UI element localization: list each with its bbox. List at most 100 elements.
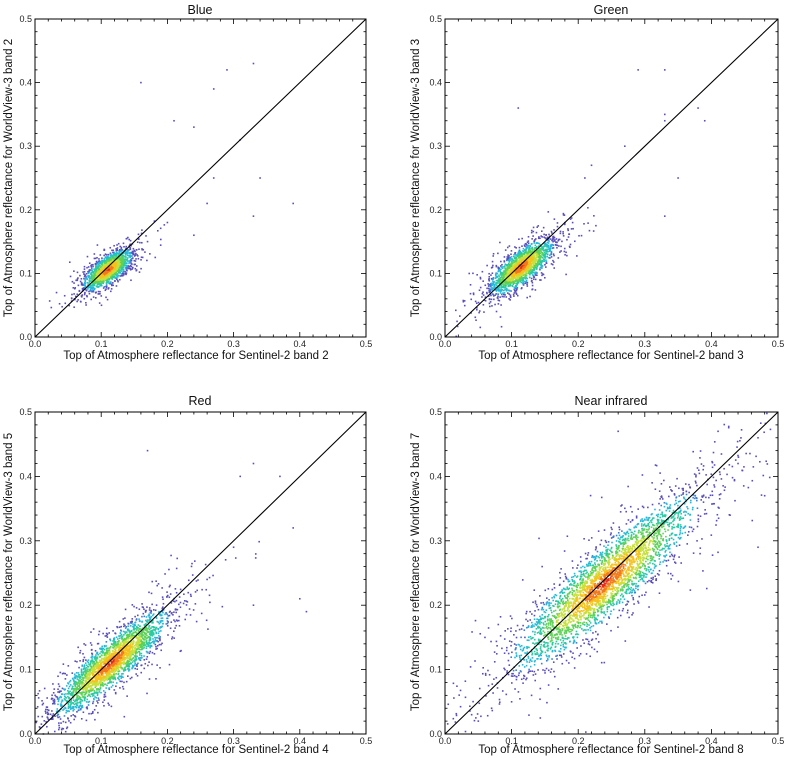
data-point: [508, 273, 511, 275]
data-point: [541, 274, 543, 277]
data-point: [511, 268, 513, 270]
data-point: [173, 619, 175, 621]
data-point: [86, 295, 88, 298]
data-point: [140, 644, 143, 646]
y-tick-label: 0.2: [19, 205, 32, 215]
data-point: [527, 260, 530, 263]
data-point: [509, 282, 512, 285]
x-tick-label: 0.0: [439, 339, 452, 349]
data-point: [106, 259, 109, 262]
data-point: [87, 270, 89, 273]
data-point: [525, 262, 528, 264]
data-point: [53, 730, 56, 733]
data-point: [113, 265, 115, 267]
data-point: [519, 255, 521, 258]
data-point: [490, 298, 493, 301]
x-axis-label-blue: Top of Atmosphere reflectance for Sentin…: [63, 350, 328, 362]
data-point: [477, 301, 480, 304]
data-point: [93, 658, 96, 660]
data-point: [131, 652, 134, 655]
data-point: [516, 258, 518, 260]
data-point: [524, 280, 526, 283]
data-point: [57, 703, 59, 706]
data-point: [549, 238, 552, 240]
data-point: [523, 277, 525, 279]
data-point: [526, 272, 528, 275]
data-point: [97, 265, 99, 267]
data-point: [139, 643, 142, 646]
data-point: [552, 240, 554, 243]
data-point: [123, 625, 125, 628]
data-point: [196, 589, 198, 592]
data-point: [118, 249, 121, 251]
data-point: [104, 668, 107, 670]
data-point: [488, 291, 491, 293]
data-point: [484, 284, 487, 287]
data-point: [524, 274, 527, 277]
data-point: [498, 278, 501, 280]
data-point: [501, 293, 503, 296]
data-point: [108, 704, 110, 706]
data-point: [520, 281, 523, 284]
data-point: [70, 701, 72, 704]
data-point: [114, 656, 117, 659]
data-point: [155, 617, 158, 620]
data-point: [100, 265, 103, 268]
outlier-point: [193, 234, 195, 237]
data-point: [517, 281, 519, 284]
data-point: [78, 691, 80, 694]
data-point: [80, 705, 83, 708]
data-point: [108, 278, 110, 281]
data-point: [540, 261, 543, 264]
data-point: [74, 295, 77, 298]
data-point: [134, 627, 137, 630]
data-point: [109, 252, 112, 255]
data-point: [113, 251, 116, 254]
data-point: [520, 266, 523, 269]
data-point: [99, 285, 101, 287]
data-point: [187, 591, 190, 594]
data-point: [92, 265, 94, 268]
data-point: [509, 294, 512, 297]
data-point: [501, 276, 503, 279]
data-point: [501, 263, 503, 266]
data-point: [500, 283, 503, 285]
data-point: [505, 290, 508, 292]
data-point: [97, 293, 100, 295]
data-point: [189, 593, 192, 596]
data-point: [556, 222, 559, 224]
data-point: [155, 627, 157, 630]
data-point: [62, 709, 64, 711]
data-point: [93, 276, 96, 279]
y-tick-label: 0.4: [19, 78, 32, 88]
data-point: [88, 270, 91, 273]
data-point: [155, 636, 157, 639]
data-point: [105, 632, 108, 635]
data-point: [103, 254, 105, 257]
data-point: [487, 295, 490, 297]
data-point: [528, 250, 531, 252]
data-point: [141, 647, 143, 649]
data-point: [516, 255, 519, 258]
data-point: [74, 683, 77, 685]
data-point: [498, 274, 500, 277]
data-point: [114, 644, 116, 647]
data-point: [528, 263, 531, 266]
x-tick-label: 0.1: [505, 339, 518, 349]
data-point: [152, 609, 155, 611]
data-point: [86, 278, 88, 280]
data-point: [84, 278, 86, 281]
data-point: [526, 252, 528, 254]
data-point: [535, 231, 538, 234]
data-point: [83, 265, 86, 268]
data-point: [501, 267, 504, 270]
data-point: [123, 660, 125, 662]
data-point: [201, 588, 203, 591]
data-point: [521, 279, 524, 282]
data-point: [74, 700, 77, 702]
data-point: [526, 283, 528, 286]
data-point: [135, 607, 138, 609]
data-point: [162, 622, 164, 625]
data-point: [91, 286, 94, 289]
data-point: [95, 275, 97, 278]
